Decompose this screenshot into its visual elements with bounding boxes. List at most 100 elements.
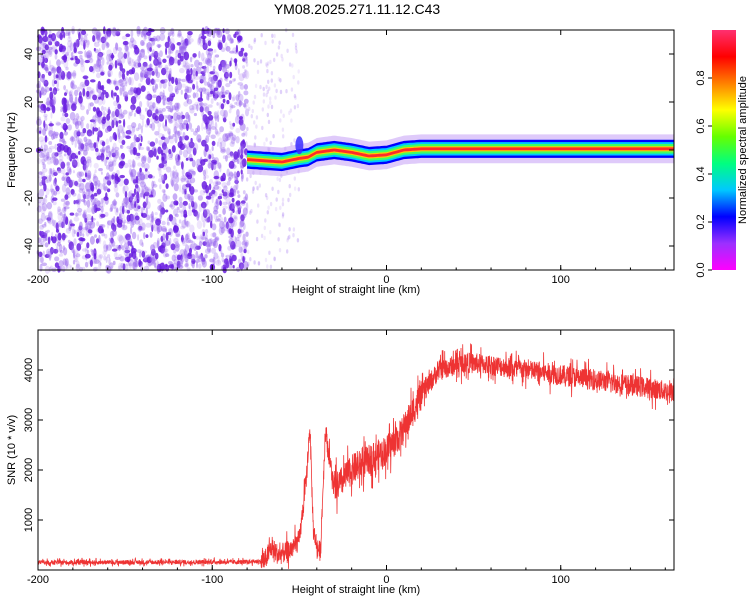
- noise-dot: [235, 239, 242, 248]
- noise-dot: [177, 78, 183, 82]
- sparse-noise-dot: [252, 186, 255, 191]
- colorbar-tick-label: 0.0: [695, 262, 707, 277]
- noise-dot: [152, 94, 158, 99]
- noise-dot: [166, 102, 173, 106]
- noise-dot: [103, 254, 107, 261]
- noise-dot: [46, 151, 50, 159]
- noise-dot: [237, 40, 240, 44]
- noise-dot: [73, 216, 80, 222]
- noise-dot: [172, 170, 176, 179]
- noise-dot: [80, 115, 85, 122]
- noise-dot: [149, 194, 154, 198]
- noise-dot: [91, 88, 95, 97]
- noise-dot: [92, 126, 95, 135]
- noise-dot: [86, 199, 91, 208]
- noise-dot: [230, 105, 236, 109]
- noise-dot: [240, 200, 246, 204]
- noise-dot: [97, 183, 104, 191]
- noise-dot: [70, 188, 75, 195]
- noise-dot: [53, 80, 58, 85]
- sparse-noise-dot: [250, 114, 253, 119]
- noise-dot: [63, 85, 66, 91]
- noise-dot: [38, 188, 45, 198]
- noise-dot: [200, 201, 207, 209]
- noise-dot: [159, 212, 163, 220]
- noise-dot: [226, 180, 231, 186]
- noise-dot: [63, 153, 67, 157]
- noise-dot: [120, 55, 126, 64]
- noise-dot: [187, 209, 193, 217]
- noise-dot: [219, 164, 222, 173]
- noise-dot: [120, 244, 123, 249]
- noise-dot: [230, 57, 233, 62]
- noise-dot: [127, 129, 133, 136]
- noise-dot: [35, 46, 42, 52]
- noise-dot: [88, 91, 92, 100]
- noise-dot: [46, 229, 50, 233]
- noise-dot: [104, 211, 109, 217]
- noise-dot: [205, 127, 212, 135]
- noise-dot: [44, 254, 50, 258]
- noise-dot: [93, 121, 97, 129]
- noise-dot: [231, 174, 238, 179]
- noise-dot: [92, 115, 97, 124]
- noise-dot: [106, 42, 110, 48]
- noise-dot: [188, 203, 191, 209]
- noise-dot: [226, 147, 231, 156]
- sparse-noise-dot: [262, 99, 265, 104]
- noise-dot: [224, 89, 230, 95]
- noise-dot: [188, 141, 195, 149]
- noise-dot: [197, 254, 203, 263]
- noise-dot: [130, 201, 136, 205]
- noise-dot: [65, 66, 69, 71]
- noise-dot: [177, 264, 184, 269]
- noise-dot: [133, 112, 137, 117]
- noise-dot: [114, 146, 120, 152]
- noise-dot: [75, 253, 81, 258]
- noise-dot: [236, 35, 243, 42]
- noise-dot: [76, 161, 80, 167]
- noise-dot: [96, 115, 103, 124]
- noise-dot: [128, 163, 132, 169]
- noise-dot: [235, 44, 238, 53]
- noise-dot: [153, 50, 159, 60]
- noise-dot: [56, 167, 61, 172]
- noise-dot: [100, 197, 104, 204]
- noise-dot: [239, 116, 243, 120]
- noise-dot: [213, 87, 219, 92]
- noise-dot: [124, 196, 130, 205]
- noise-dot: [168, 118, 173, 124]
- noise-dot: [241, 132, 246, 137]
- noise-dot: [118, 262, 123, 270]
- noise-dot: [233, 33, 237, 38]
- noise-dot: [150, 41, 155, 47]
- noise-dot: [196, 125, 201, 133]
- noise-dot: [172, 171, 178, 179]
- noise-dot: [151, 37, 158, 42]
- noise-dot: [233, 151, 239, 160]
- noise-dot: [240, 169, 243, 175]
- sparse-noise-dot: [270, 78, 273, 83]
- noise-dot: [187, 141, 193, 146]
- noise-dot: [87, 132, 94, 137]
- noise-dot: [79, 232, 83, 237]
- noise-dot: [93, 63, 97, 67]
- noise-dot: [154, 60, 157, 67]
- noise-dot: [228, 108, 232, 114]
- noise-dot: [112, 260, 116, 266]
- noise-dot: [113, 80, 120, 88]
- x-tick-label: 0: [383, 574, 389, 586]
- noise-dot: [178, 43, 183, 50]
- sparse-noise-dot: [265, 62, 268, 67]
- noise-dot: [40, 205, 46, 215]
- noise-dot: [224, 258, 229, 265]
- noise-dot: [106, 53, 112, 62]
- noise-dot: [145, 77, 151, 86]
- noise-dot: [130, 142, 136, 148]
- noise-dot: [154, 115, 159, 121]
- noise-dot: [105, 156, 110, 160]
- noise-dot: [137, 226, 144, 232]
- sparse-noise-dot: [293, 186, 297, 191]
- noise-dot: [204, 248, 211, 254]
- noise-dot: [178, 115, 183, 125]
